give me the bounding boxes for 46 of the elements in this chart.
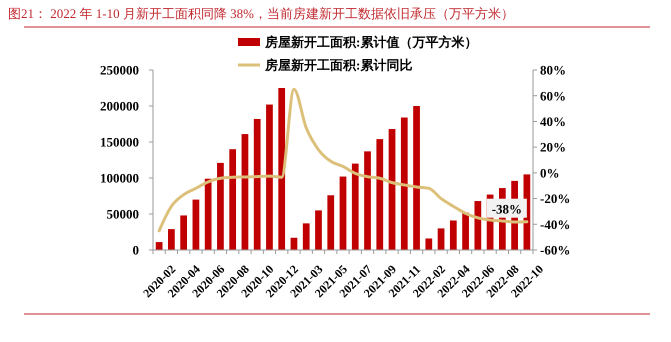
legend-label: 房屋新开工面积:累计值（万平方米） bbox=[264, 34, 478, 50]
y-tick-label: 200000 bbox=[100, 98, 139, 114]
bar bbox=[450, 220, 457, 250]
bar bbox=[254, 118, 261, 250]
bar bbox=[462, 212, 469, 250]
y-tick-label: 150000 bbox=[100, 134, 139, 150]
line-series bbox=[158, 88, 528, 232]
bar bbox=[180, 215, 188, 250]
bar bbox=[204, 178, 212, 250]
bar bbox=[217, 162, 224, 250]
bar bbox=[364, 151, 371, 250]
bar bbox=[266, 104, 273, 250]
bar bbox=[278, 88, 286, 250]
y2-tick-label: 80% bbox=[540, 62, 566, 78]
y2-tick-label: -40% bbox=[540, 216, 570, 232]
bar bbox=[302, 223, 310, 250]
bar bbox=[352, 164, 359, 250]
bar bbox=[168, 229, 175, 250]
bar bbox=[192, 200, 200, 250]
bar bbox=[388, 129, 396, 250]
y2-tick-label: -60% bbox=[540, 242, 570, 258]
y-tick-label: 100000 bbox=[100, 170, 139, 186]
bar bbox=[438, 228, 444, 250]
y2-tick-label: -20% bbox=[540, 191, 570, 206]
y-tick-label: 50000 bbox=[106, 206, 139, 222]
y-tick-label: 0 bbox=[132, 242, 139, 258]
y-tick-label: 250000 bbox=[100, 62, 139, 78]
bar bbox=[474, 201, 482, 250]
y2-tick-label: 40% bbox=[540, 114, 566, 129]
bar bbox=[290, 238, 298, 250]
bar bbox=[340, 176, 346, 250]
bar bbox=[400, 118, 408, 250]
bar bbox=[425, 238, 432, 250]
annotation: -38% bbox=[492, 201, 522, 216]
bar bbox=[229, 149, 236, 250]
bar bbox=[156, 242, 162, 250]
bar bbox=[413, 106, 420, 250]
legend-label: 房屋新开工面积:累计同比 bbox=[264, 58, 412, 73]
chart-title: 图21： 2022 年 1-10 月新开工面积同降 38%，当前房建新开工数据依旧承压（万平方米） bbox=[8, 6, 514, 21]
bar bbox=[327, 195, 334, 250]
y2-tick-label: 0% bbox=[540, 165, 560, 180]
y2-tick-label: 60% bbox=[540, 88, 566, 104]
bar bbox=[242, 134, 248, 250]
bar bbox=[376, 139, 384, 250]
y2-tick-label: 20% bbox=[540, 140, 566, 155]
bar bbox=[315, 210, 322, 250]
